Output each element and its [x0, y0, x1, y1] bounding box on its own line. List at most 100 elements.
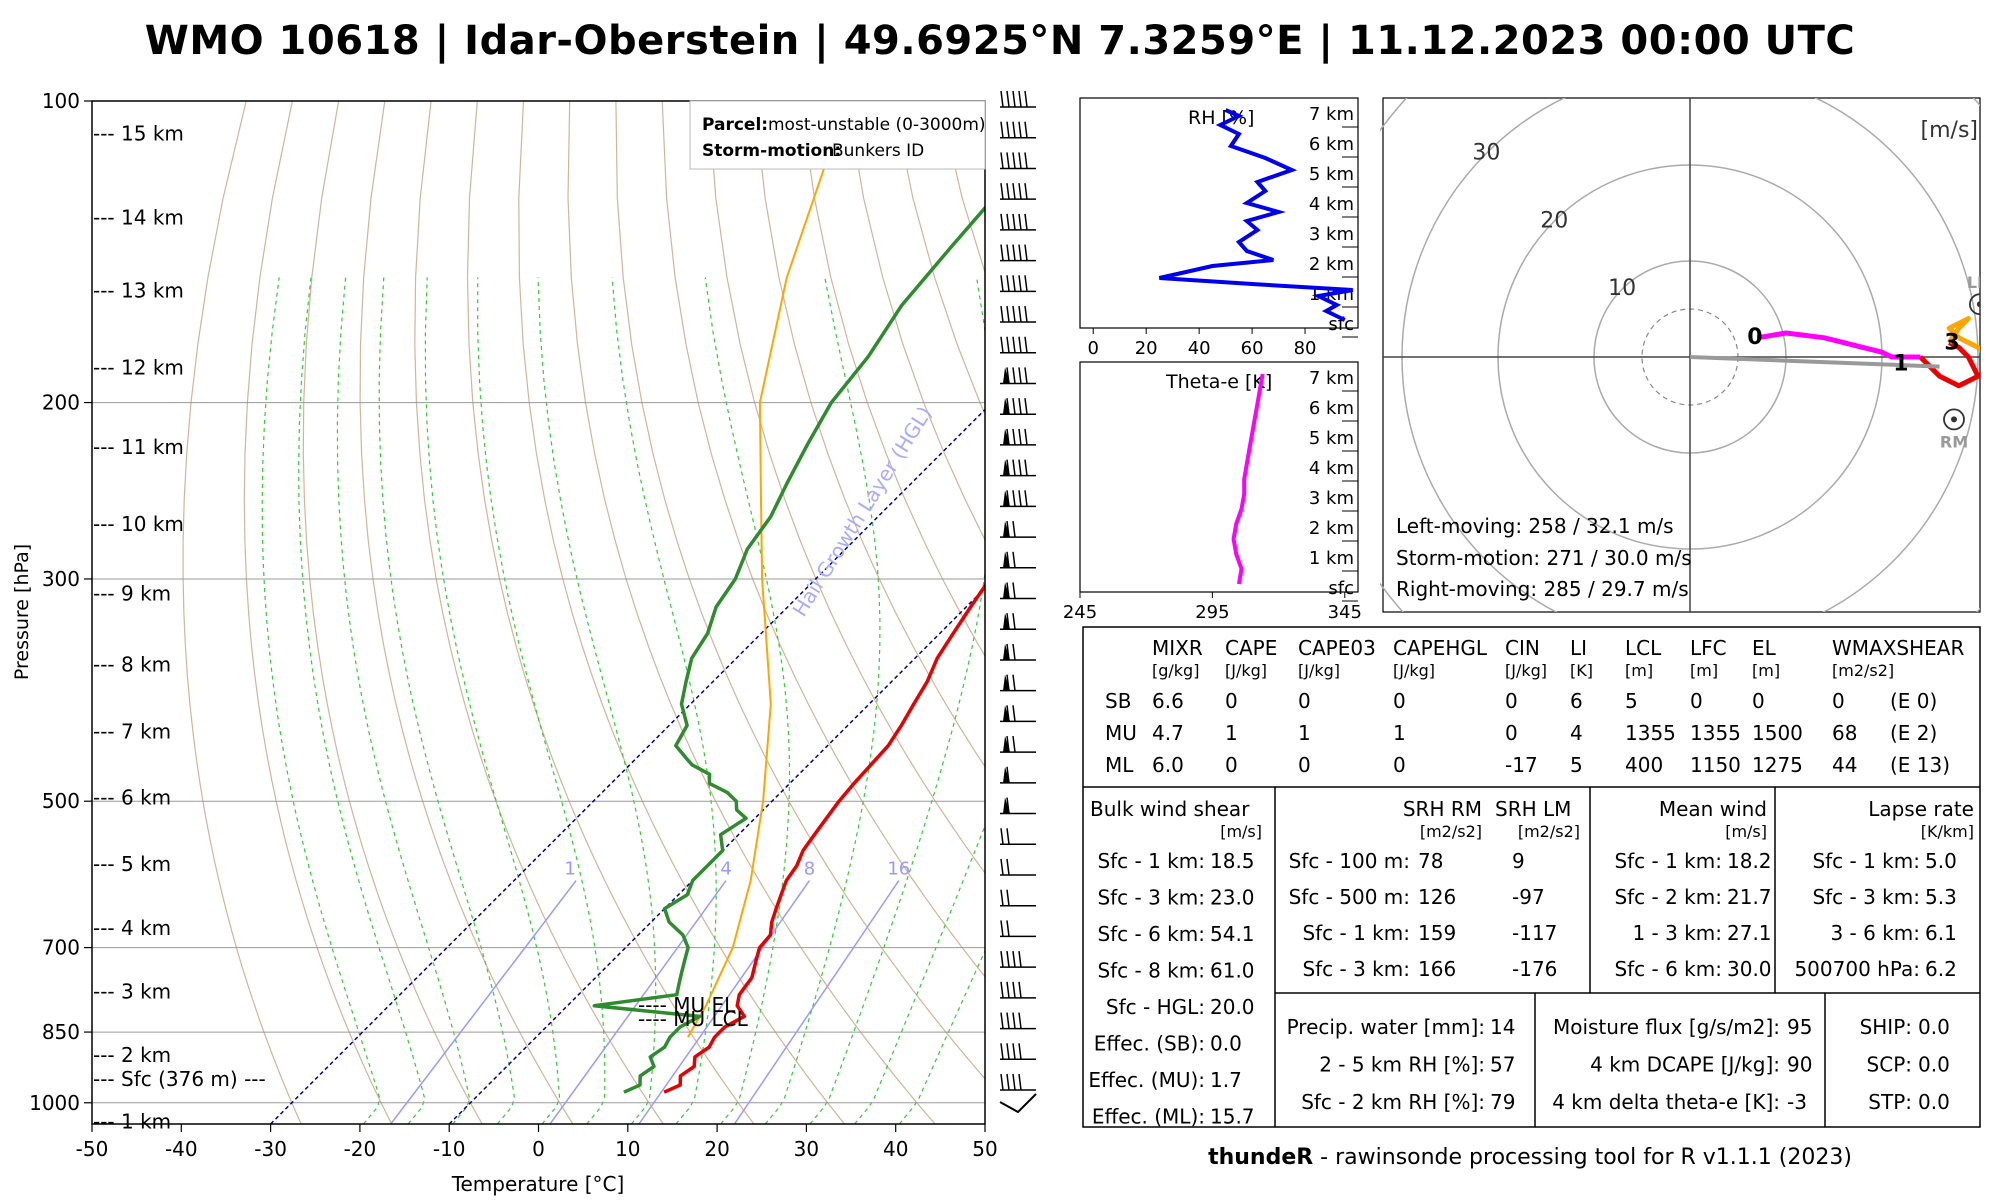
srh-unit-lm: [m2/s2] [1518, 822, 1580, 841]
param-cell: 1355 [1690, 721, 1741, 745]
hgl-boundary-line [270, 408, 985, 1124]
moist-adiabat [764, 277, 881, 1124]
wind-barb [1000, 459, 1036, 477]
moist2-label: Moisture flux [g/s/m2]: [1553, 1015, 1780, 1039]
param-cell: 1355 [1625, 721, 1676, 745]
mixing-ratio-line [638, 880, 811, 1124]
footer-app: thundeR [1208, 1145, 1314, 1170]
moist-adiabat [261, 277, 381, 1124]
rh-title: RH [%] [1188, 107, 1254, 129]
height-label: --- 4 km [93, 916, 171, 940]
param-col-unit: [K] [1570, 661, 1593, 680]
meanwind-label: 1 - 3 km: [1632, 921, 1722, 945]
height-label: --- 12 km [93, 356, 184, 380]
param-col-header: CAPEHGL [1393, 636, 1488, 660]
mu-el-label: ---- MU EL [638, 993, 736, 1017]
dry-adiabat [615, 101, 985, 1080]
mixing-ratio-label: 16 [887, 859, 910, 880]
profile-x-tick-label: 345 [1328, 602, 1362, 623]
wind-barb [1000, 244, 1036, 262]
dry-adiabat [414, 101, 664, 1124]
wind-barb [1000, 1043, 1036, 1061]
footer-text: - rawinsonde processing tool for R v1.1.… [1313, 1145, 1852, 1170]
composite-label: SHIP: [1860, 1015, 1912, 1039]
param-col-header: LCL [1625, 636, 1662, 660]
shear-label: Sfc - 8 km: [1097, 959, 1205, 983]
dry-adiabat [243, 101, 393, 1124]
moist-value: 14 [1490, 1015, 1515, 1039]
wind-barb [1000, 766, 1036, 784]
hgl-label: Hail Growth Layer (HGL) [788, 402, 937, 621]
wind-barbs [999, 90, 1037, 1114]
shear-label: Effec. (MU): [1088, 1068, 1205, 1092]
pressure-tick-label: 100 [42, 89, 80, 113]
wind-barb [1000, 520, 1036, 538]
srh-lm-value: -117 [1512, 921, 1557, 945]
param-col-unit: [m2/s2] [1832, 661, 1894, 680]
te-title: Theta-e [K] [1165, 371, 1272, 393]
height-label: --- 14 km [93, 205, 184, 229]
hodo-ring-label: 30 [1472, 140, 1500, 165]
param-col-header: LFC [1690, 636, 1727, 660]
footer: thundeR - rawinsonde processing tool for… [1080, 1145, 1980, 1170]
dewpoint-line [592, 205, 985, 1094]
temp-tick-label: 20 [704, 1137, 729, 1161]
wind-barb [1000, 213, 1036, 231]
moist-adiabat [336, 277, 471, 1124]
hgl-boundary-line [448, 587, 985, 1124]
meanwind-value: 18.2 [1727, 849, 1772, 873]
param-cell: (E 2) [1890, 721, 1937, 745]
mixing-ratio-line [549, 880, 727, 1124]
lapse-value: 6.2 [1925, 957, 1957, 981]
profile-x-tick-label: 40 [1188, 338, 1211, 359]
moist-label: 2 - 5 km RH [%]: [1319, 1053, 1485, 1077]
hodo-ring-label: 40 [1405, 73, 1433, 98]
storm-marker-rm [1943, 408, 1965, 431]
param-cell: 0 [1690, 689, 1703, 713]
srh-lm-value: -97 [1512, 885, 1545, 909]
mean-wind-vector [1689, 355, 1940, 369]
param-cell: 0 [1298, 689, 1311, 713]
wind-barb [1000, 613, 1036, 630]
shear-unit: [m/s] [1220, 822, 1262, 841]
param-cell: 4.7 [1152, 721, 1184, 745]
moist-adiabat [809, 277, 985, 1124]
srh-rm-value: 126 [1418, 885, 1456, 909]
height-label: --- 9 km [93, 582, 171, 606]
dry-adiabat [707, 101, 985, 874]
param-cell: SB [1105, 689, 1131, 713]
moist-adiabat [611, 277, 717, 1124]
meanwind-value: 21.7 [1727, 885, 1772, 909]
hodo-trace [1946, 316, 1971, 344]
temp-tick-label: -40 [165, 1137, 198, 1161]
hodo-ring-label: 10 [1608, 276, 1636, 301]
wind-barb [1000, 858, 1036, 876]
km-label: 1 km [1309, 548, 1354, 569]
wind-barb [1000, 1073, 1036, 1091]
storm-marker-label-rm: RM [1940, 432, 1968, 451]
height-label: --- 10 km [93, 512, 184, 536]
param-cell: 5 [1570, 753, 1583, 777]
temp-tick-label: 40 [883, 1137, 908, 1161]
meanwind-value: 30.0 [1727, 957, 1772, 981]
temperature-line [663, 582, 985, 1094]
km-label: 4 km [1309, 458, 1354, 479]
meanwind-label: Sfc - 2 km: [1614, 885, 1722, 909]
wind-barb [1000, 305, 1036, 323]
storm-marker-label-lm: LM [1967, 273, 1993, 292]
moist-label: Precip. water [mm]: [1287, 1015, 1485, 1039]
lapse-value: 6.1 [1925, 921, 1957, 945]
composite-label: SCP: [1867, 1053, 1912, 1077]
wind-barb [1000, 981, 1036, 999]
hodo-marker-3: 3 [1944, 330, 1959, 355]
moist2-value: -3 [1787, 1090, 1807, 1114]
dry-adiabat [567, 101, 936, 1124]
param-col-header: MIXR [1152, 636, 1203, 660]
dry-adiabat [846, 101, 985, 542]
moist-adiabat [704, 277, 791, 1124]
hodo-left-moving: Left-moving: 258 / 32.1 m/s [1396, 514, 1674, 538]
hodo-trace [1756, 330, 1921, 360]
param-col-unit: [m] [1752, 661, 1780, 680]
wind-barb [1000, 551, 1036, 569]
lapse-value: 5.3 [1925, 885, 1957, 909]
